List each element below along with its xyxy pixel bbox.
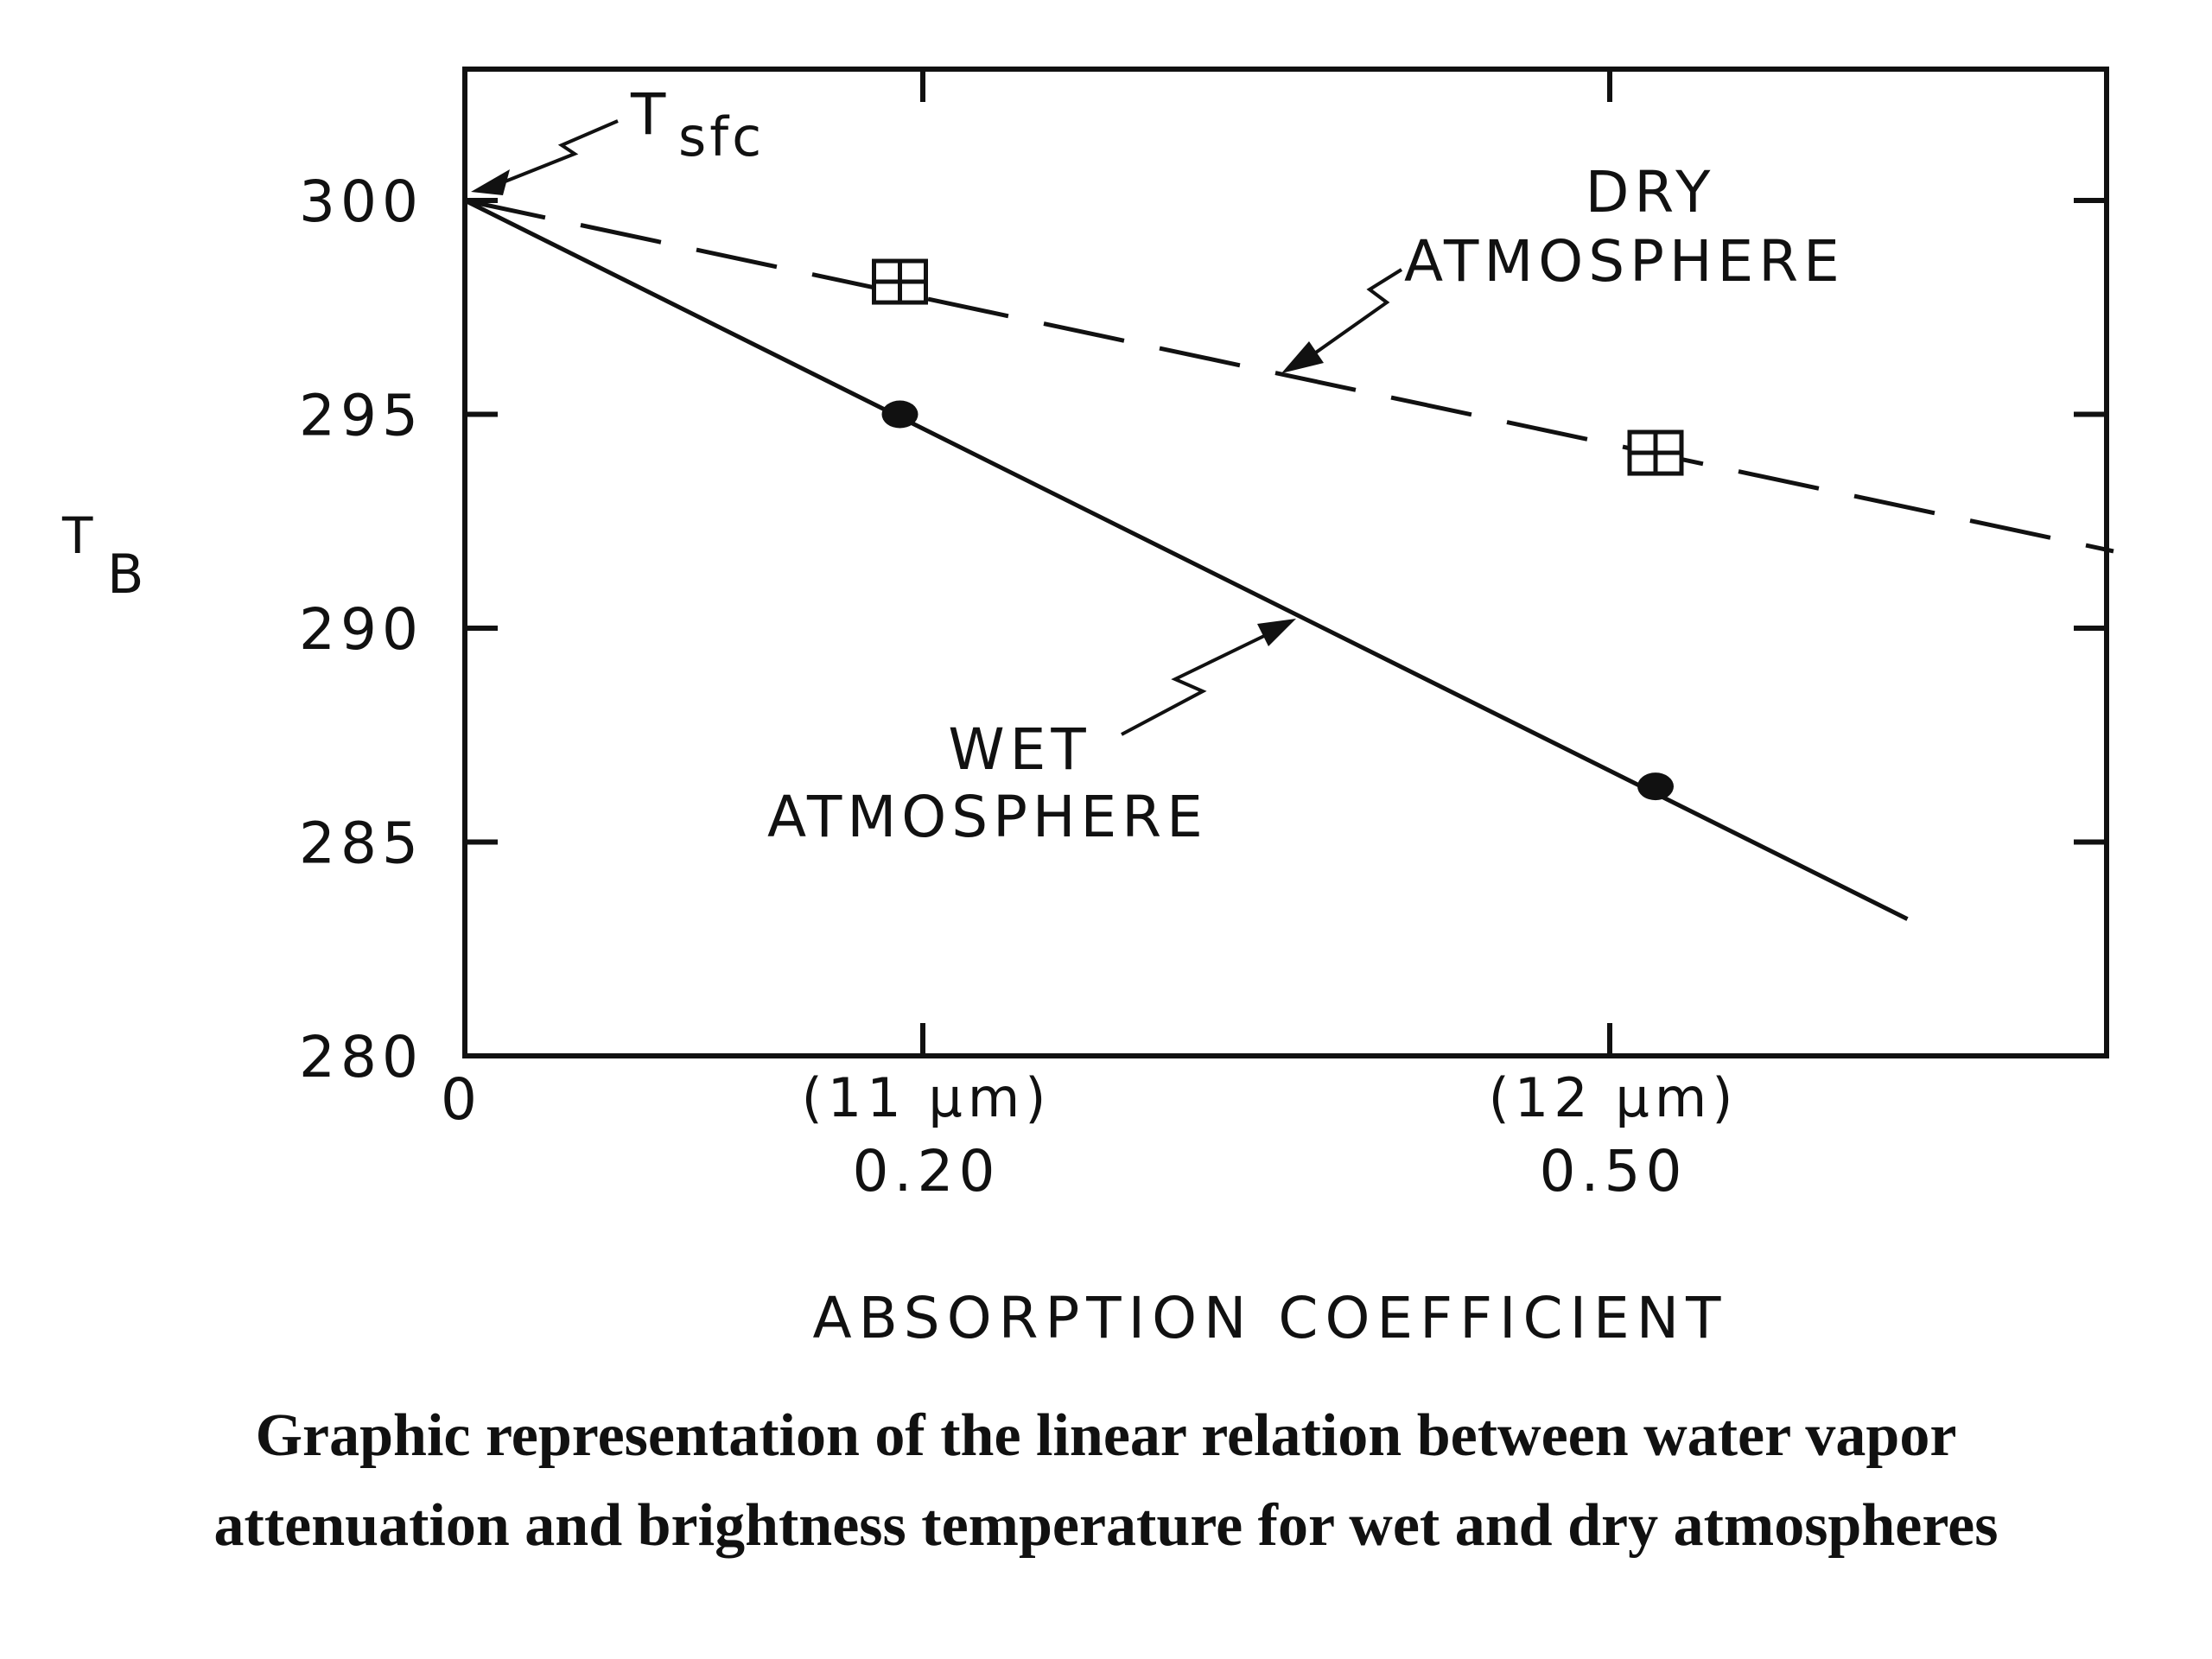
plot-frame xyxy=(462,67,2109,1058)
caption-line-2: attenuation and brightness temperature f… xyxy=(213,1492,1999,1559)
wet-label-line2: ATMOSPHERE xyxy=(767,784,1208,850)
wet-data-point xyxy=(1637,772,1674,801)
tsfc-arrow-head xyxy=(471,169,510,195)
dry-arrow-shaft xyxy=(1312,268,1403,356)
dry-label-line2: ATMOSPHERE xyxy=(1404,228,1845,295)
wet-atmosphere-line xyxy=(463,198,1909,921)
caption-line-1: Graphic representation of the linear rel… xyxy=(255,1402,1957,1469)
x-tick-label: 0.50 xyxy=(1540,1138,1688,1205)
x-tick-label: 0 xyxy=(441,1066,482,1133)
tsfc-arrow-shaft xyxy=(493,119,619,188)
dry-arrow-head xyxy=(1281,341,1324,373)
y-tick-label: 280 xyxy=(299,1024,423,1090)
figure-caption: Graphic representation of the linear rel… xyxy=(0,1391,2212,1571)
x-axis-label: ABSORPTION COEFFICIENT xyxy=(813,1285,1728,1351)
y-tick-label: 290 xyxy=(299,596,423,663)
y-axis-label-subscript: B xyxy=(107,543,144,606)
tsfc-label: T xyxy=(630,81,666,148)
dry-data-point xyxy=(872,258,928,305)
wet-label-line1: WET xyxy=(948,716,1090,783)
x-tick-sublabel: (11 μm) xyxy=(802,1066,1052,1129)
wet-data-point xyxy=(881,400,918,429)
x-tick-sublabel: (12 μm) xyxy=(1489,1066,1738,1129)
wet-arrow-shaft xyxy=(1121,633,1267,736)
tsfc-label-subscript: sfc xyxy=(678,105,765,168)
y-tick-label: 300 xyxy=(299,168,423,235)
y-tick-label: 295 xyxy=(299,383,423,449)
dry-data-point xyxy=(1627,429,1684,476)
y-axis-label: T xyxy=(61,506,93,565)
dry-label-line1: DRY xyxy=(1586,159,1716,226)
x-tick-label: 0.20 xyxy=(853,1138,1001,1205)
wet-arrow-head xyxy=(1257,619,1296,646)
y-tick-label: 285 xyxy=(299,810,423,877)
dry-atmosphere-line xyxy=(464,198,2114,554)
